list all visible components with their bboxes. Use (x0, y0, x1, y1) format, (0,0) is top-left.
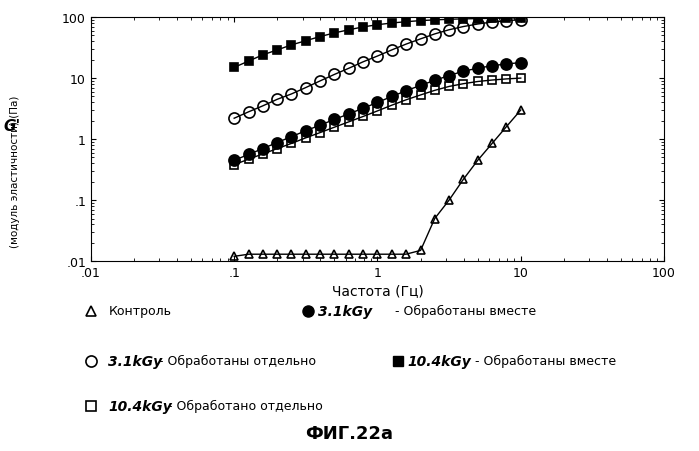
Text: - Обработаны отдельно: - Обработаны отдельно (159, 354, 317, 367)
Text: Контроль: Контроль (108, 305, 171, 318)
Text: G': G' (3, 119, 20, 134)
Text: - Обработаны вместе: - Обработаны вместе (475, 354, 617, 367)
Text: - Обработано отдельно: - Обработано отдельно (168, 400, 322, 412)
Text: 10.4kGy: 10.4kGy (108, 399, 172, 413)
Text: 3.1kGy: 3.1kGy (318, 304, 372, 318)
Text: 3.1kGy: 3.1kGy (108, 354, 162, 368)
Text: ФИГ.22а: ФИГ.22а (305, 424, 394, 442)
Text: (модуль эластичности) (Па): (модуль эластичности) (Па) (10, 95, 20, 248)
X-axis label: Частота (Гц): Частота (Гц) (331, 284, 424, 298)
Text: - Обработаны вместе: - Обработаны вместе (395, 305, 536, 318)
Text: 10.4kGy: 10.4kGy (408, 354, 471, 368)
